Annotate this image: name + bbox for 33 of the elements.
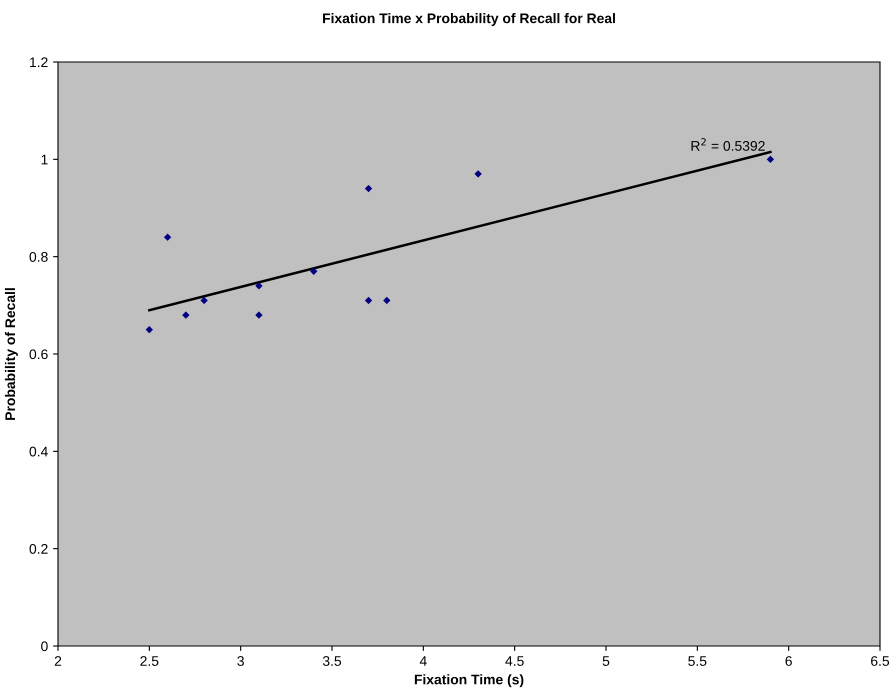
point [255,311,263,319]
chart-title: Fixation Time x Probability of Recall for Real [323,13,615,26]
y-tick-label: 0.2 [30,544,48,554]
point [146,326,154,334]
x-tick-label: 4.5 [505,656,524,666]
y-tick-label: 1.2 [30,57,48,68]
y-axis-title: Probability of Recall [4,288,18,420]
point [383,296,390,304]
point [474,170,482,178]
x-tick-label: 2 [54,656,62,666]
point [364,184,372,192]
x-tick-label: 4 [420,656,427,666]
point [182,311,190,319]
point [164,234,172,241]
x-tick-label: 6.5 [871,656,890,666]
x-tick-label: 5.5 [688,656,706,666]
x-tick-label: 2.5 [140,656,158,666]
x-tick-label: 6 [786,656,792,666]
y-tick-label: 1 [42,154,48,164]
point [364,296,372,304]
point [255,282,263,290]
y-tick-label: 0.6 [30,349,48,360]
annotation: R$^{2}$ = 0.5392 [692,138,765,151]
point [200,296,208,304]
point [766,156,774,164]
x-tick-label: 3 [237,656,244,666]
y-tick-label: 0.8 [30,252,48,262]
x-axis-title: Fixation Time (s) [414,674,524,688]
x-tick-label: 5 [602,656,610,666]
x-tick-label: 3.5 [322,656,342,666]
y-tick-label: 0 [41,641,48,652]
point [310,268,318,275]
y-tick-label: 0.4 [30,446,48,457]
